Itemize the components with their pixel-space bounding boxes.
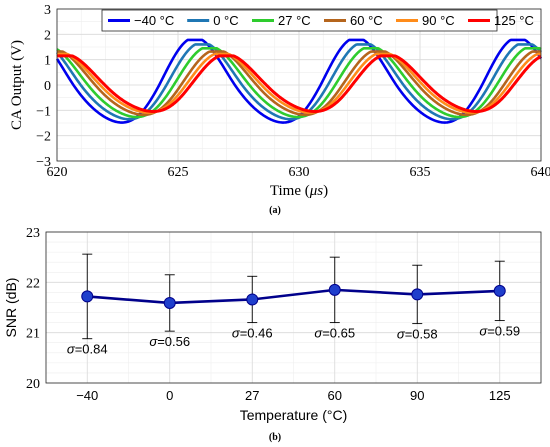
panel-a-x-axis-label: Time (μs) xyxy=(270,183,328,199)
y-tick-label: 3 xyxy=(44,3,51,18)
series-line xyxy=(56,50,542,117)
panel-b-y-axis-label: SNR (dB) xyxy=(3,278,19,338)
sigma-label: σ=0.56 xyxy=(149,334,190,349)
y-tick-label: 1 xyxy=(44,54,51,69)
panel-a-caption-label: (a) xyxy=(269,205,281,216)
y-tick-label: −3 xyxy=(36,155,51,170)
legend-entry: 0 °C xyxy=(213,13,238,28)
panel-b-caption-label: (b) xyxy=(269,432,281,443)
x-tick-label: 630 xyxy=(289,165,310,180)
series-line xyxy=(56,54,542,113)
x-axis-label-unit: μs xyxy=(309,183,324,199)
panel-a-y-axis-label: CA Output (V) xyxy=(9,40,25,130)
panel-a-plot-frame xyxy=(56,8,542,162)
panel-a-tick-labels: 620 625 630 635 640 −3 −2 −1 0 1 2 3 xyxy=(36,3,550,180)
data-point xyxy=(246,293,259,306)
panel-b-grid xyxy=(45,231,542,384)
y-tick-label: 23 xyxy=(26,226,40,241)
x-tick-label: 640 xyxy=(531,165,550,180)
data-point xyxy=(493,284,506,297)
x-tick-label: −40 xyxy=(76,388,98,403)
y-tick-label: 0 xyxy=(44,79,51,94)
x-tick-label: 620 xyxy=(47,165,68,180)
series-line xyxy=(56,52,542,114)
legend-entry: 90 °C xyxy=(422,13,455,28)
series-line xyxy=(56,46,542,119)
y-tick-label: 21 xyxy=(26,327,40,342)
y-tick-label: −1 xyxy=(36,104,51,119)
panel-b-plot-frame xyxy=(45,231,542,384)
sigma-label: σ=0.65 xyxy=(314,326,355,341)
legend-entry: 27 °C xyxy=(278,13,311,28)
x-tick-label: 0 xyxy=(166,388,173,403)
y-tick-label: 2 xyxy=(44,28,51,43)
data-point xyxy=(328,283,341,296)
legend-entry: 125 °C xyxy=(494,13,534,28)
legend-entry: −40 °C xyxy=(134,13,174,28)
panel-a-legend: −40 °C 0 °C 27 °C 60 °C 90 °C 125 °C xyxy=(101,9,534,32)
sigma-label: σ=0.84 xyxy=(67,342,108,357)
panel-b-data-marks: σ=0.84 σ=0.56 σ=0.46 σ=0.65 σ=0.58 σ=0.59 xyxy=(67,253,520,357)
y-tick-label: 22 xyxy=(26,276,40,291)
panel-a-series-lines xyxy=(55,38,543,124)
x-axis-label-prefix: Time ( xyxy=(270,183,310,199)
legend-entry: 60 °C xyxy=(350,13,383,28)
x-tick-label: 27 xyxy=(245,388,259,403)
data-point xyxy=(411,288,424,301)
panel-a-grid xyxy=(56,8,542,162)
legend-box xyxy=(101,9,498,32)
x-tick-label: 635 xyxy=(410,165,431,180)
y-tick-label: 20 xyxy=(26,377,40,392)
panel-b-tick-labels: −40 0 27 60 90 125 20 21 22 23 xyxy=(26,226,511,403)
panel-b-snr-chart: σ=0.84 σ=0.56 σ=0.46 σ=0.65 σ=0.58 σ=0.59 −40… xyxy=(3,226,542,443)
series-line xyxy=(87,288,500,305)
x-tick-label: 125 xyxy=(489,388,511,403)
x-tick-label: 60 xyxy=(328,388,342,403)
sigma-label: σ=0.59 xyxy=(479,324,520,339)
sigma-label: σ=0.58 xyxy=(397,327,438,342)
data-point xyxy=(163,296,176,309)
data-point xyxy=(81,290,94,303)
x-tick-label: 625 xyxy=(168,165,189,180)
sigma-label: σ=0.46 xyxy=(232,326,273,341)
y-tick-label: −2 xyxy=(36,130,51,145)
x-axis-label-suffix: ) xyxy=(323,183,328,199)
x-tick-label: 90 xyxy=(410,388,424,403)
panel-b-x-axis-label: Temperature (°C) xyxy=(240,407,348,423)
